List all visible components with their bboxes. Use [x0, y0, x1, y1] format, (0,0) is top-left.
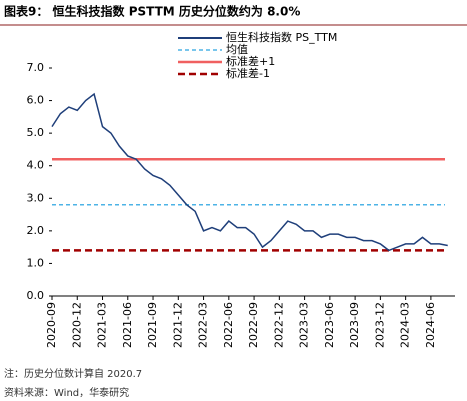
y-tick-label: 1.0 [27, 256, 45, 269]
x-tick-label: 2020-09 [45, 302, 58, 348]
legend-label: 标准差-1 [226, 66, 270, 80]
x-tick-label: 2021-09 [146, 302, 159, 348]
legend-label: 恒生科技指数 PS_TTM [226, 30, 337, 44]
y-tick-label: 4.0 [27, 159, 45, 172]
chart-title: 图表9： 恒生科技指数 PSTTM 历史分位数约为 8.0% [4, 4, 300, 19]
x-tick-label: 2022-09 [247, 302, 260, 348]
legend-label: 均值 [226, 43, 248, 56]
x-tick-label: 2024-03 [399, 302, 412, 348]
x-tick-label: 2023-12 [373, 302, 386, 348]
x-tick-label: 2021-12 [171, 302, 184, 348]
y-tick-label: 2.0 [27, 224, 45, 237]
y-tick-label: 7.0 [27, 61, 45, 74]
y-tick-label: 5.0 [27, 126, 45, 139]
series-line [51, 92, 448, 252]
footnote: 注：历史分位数计算自 2020.7 [4, 367, 142, 380]
x-tick-label: 2022-03 [197, 302, 210, 348]
y-tick-label: 6.0 [27, 94, 45, 107]
legend-label: 标准差+1 [226, 54, 275, 68]
x-tick-label: 2021-06 [121, 302, 134, 348]
x-tick-label: 2022-06 [222, 302, 235, 348]
footnote: 资料来源：Wind，华泰研究 [4, 386, 129, 399]
x-tick-label: 2021-03 [96, 302, 109, 348]
y-tick-label: 3.0 [27, 191, 45, 204]
x-tick-label: 2023-06 [323, 302, 336, 348]
x-tick-label: 2022-12 [272, 302, 285, 348]
x-tick-label: 2020-12 [70, 302, 83, 348]
x-tick-label: 2024-06 [424, 302, 437, 348]
y-tick-label: 0.0 [27, 289, 45, 302]
x-tick-label: 2023-09 [348, 302, 361, 348]
x-tick-label: 2023-03 [298, 302, 311, 348]
